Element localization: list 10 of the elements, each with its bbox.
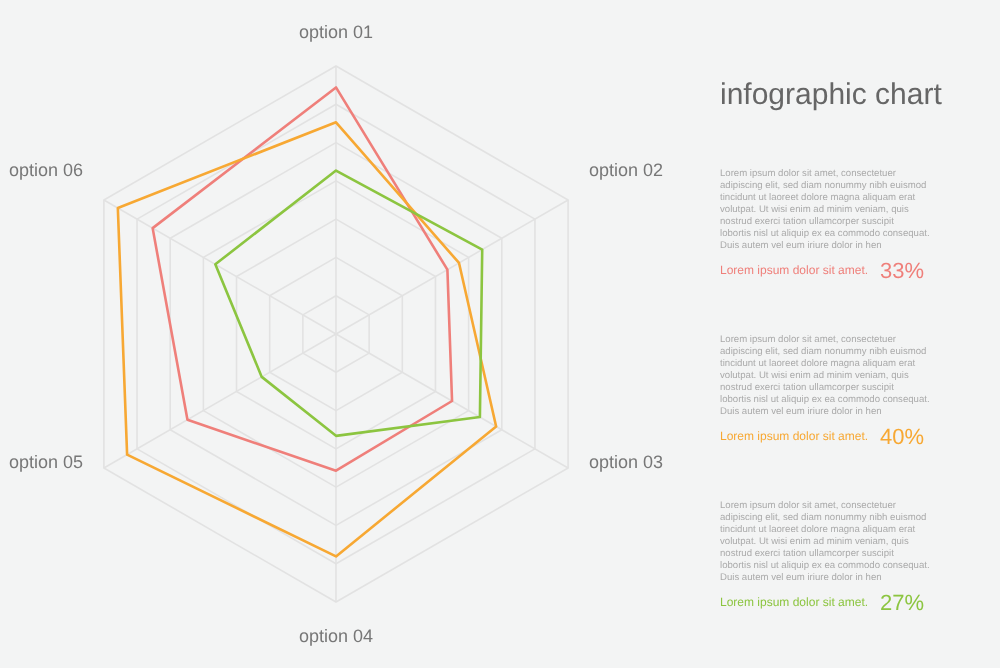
spoke-label: option 02 [588,160,663,180]
text: infographic chart [720,78,944,112]
text: 27% [880,592,925,616]
spoke-label: option 03 [588,452,663,472]
text: 40% [880,426,925,450]
text: 33% [880,260,925,284]
spoke-label: option 06 [9,160,84,180]
spoke-label: option 04 [298,626,374,646]
spoke-label: option 01 [298,22,374,42]
spoke-label: option 05 [9,452,84,472]
